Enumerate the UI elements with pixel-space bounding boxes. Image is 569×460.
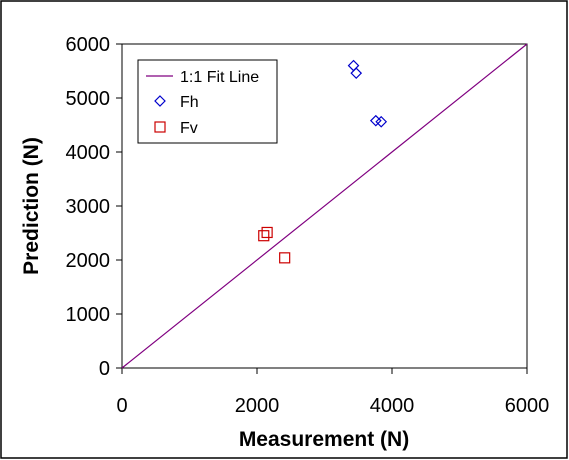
data-point-fv <box>261 226 273 239</box>
fit-line <box>121 43 528 369</box>
x-tick-label: 4000 <box>370 395 415 417</box>
data-point-fh <box>350 67 363 80</box>
y-tick-label: 3000 <box>66 196 111 218</box>
series-fv <box>258 226 291 264</box>
y-axis: 0 1000 2000 3000 4000 5000 6000 <box>66 34 122 380</box>
legend-label-fv: Fv <box>180 120 198 137</box>
legend-label-1-1-fit-line: 1:1 Fit Line <box>180 69 259 86</box>
y-tick-label: 1000 <box>66 304 111 326</box>
y-tick-label: 6000 <box>66 34 111 56</box>
data-point-fh <box>375 115 388 128</box>
legend-swatch-fv <box>154 121 166 133</box>
data-point-fv <box>279 252 291 264</box>
legend-swatch-fh <box>154 95 166 107</box>
legend-label-fh: Fh <box>180 94 199 111</box>
x-axis: 0 2000 4000 6000 <box>116 368 549 417</box>
series-1-1-fit-line <box>121 43 528 369</box>
y-tick-label: 5000 <box>66 88 111 110</box>
legend-box <box>137 59 278 144</box>
x-tick-label: 6000 <box>505 395 550 417</box>
y-tick-label: 4000 <box>66 142 111 164</box>
series-fh <box>347 59 388 128</box>
y-axis-title: Prediction (N) <box>20 137 43 275</box>
x-tick-label: 2000 <box>235 395 280 417</box>
data-point-fv <box>258 230 270 242</box>
legend: 1:1 Fit Line Fh Fv <box>137 59 278 144</box>
x-axis-title: Measurement (N) <box>239 428 409 451</box>
x-tick-label: 0 <box>116 395 127 417</box>
y-tick-label: 2000 <box>66 250 111 272</box>
y-tick-label: 0 <box>99 358 110 380</box>
series-layer <box>121 43 528 369</box>
